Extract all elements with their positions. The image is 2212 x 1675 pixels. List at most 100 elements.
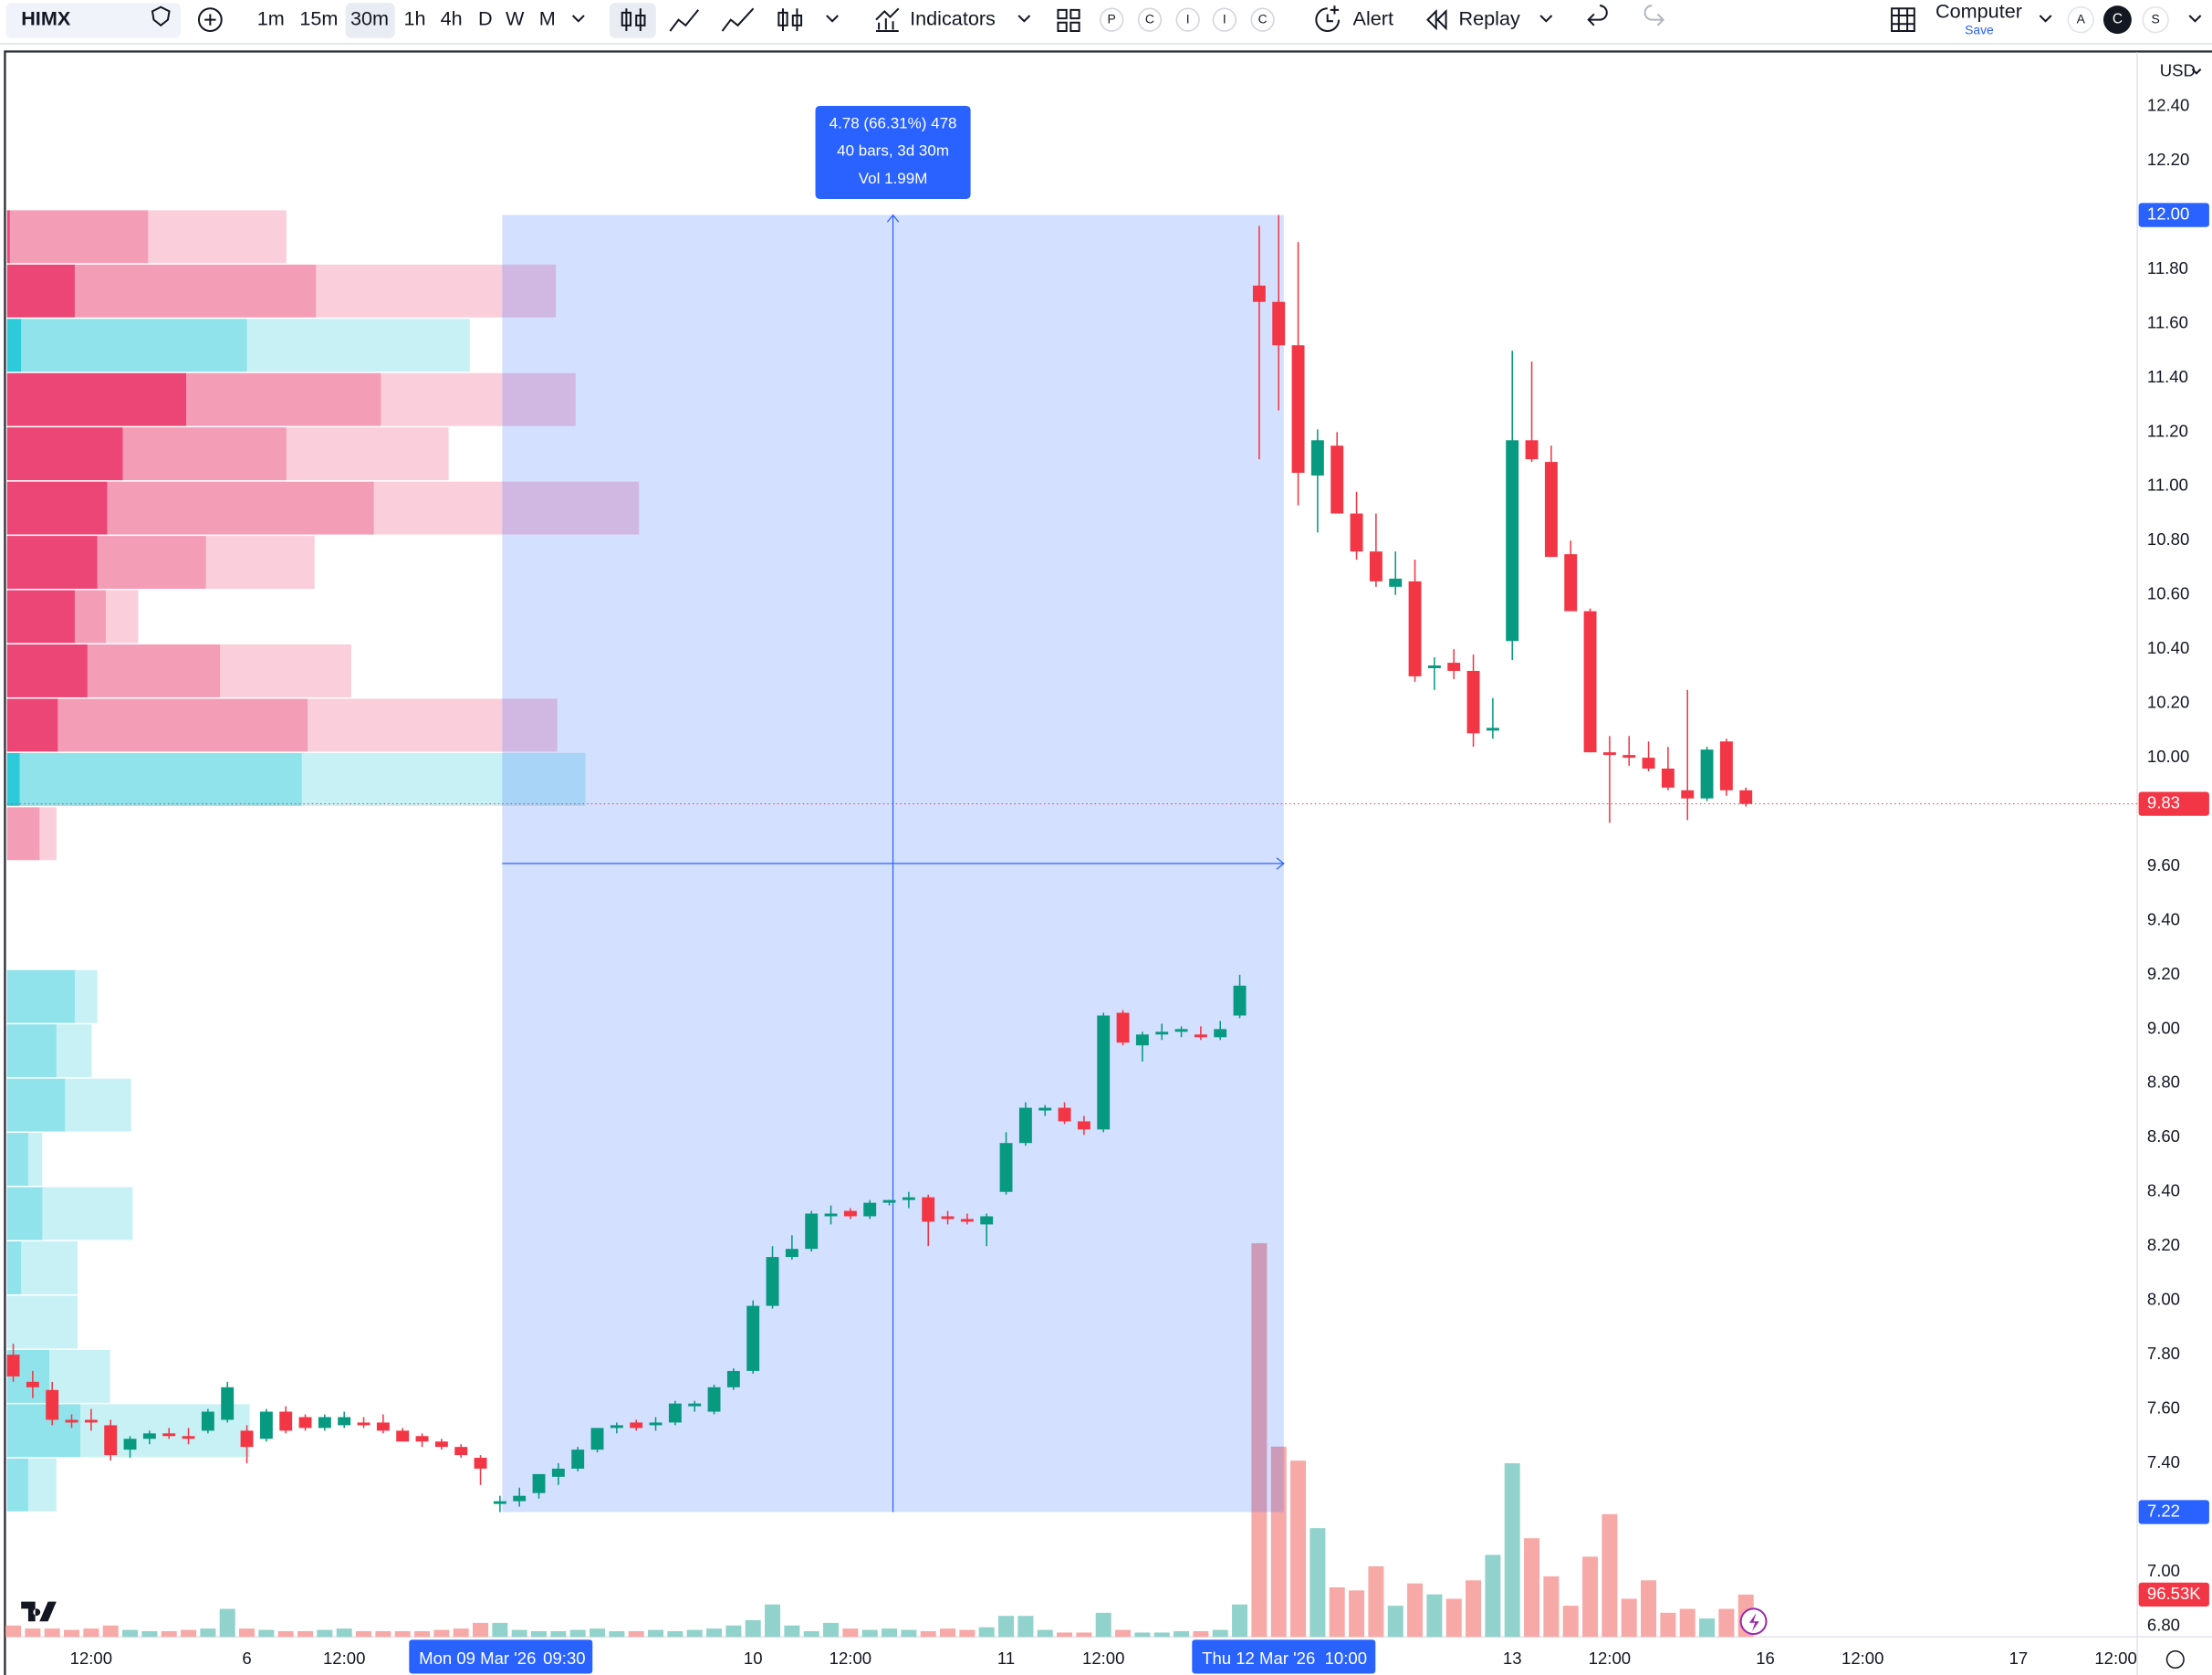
account-menu[interactable]: [2188, 15, 2202, 23]
layout-icon[interactable]: [1891, 7, 1915, 33]
bars-icon[interactable]: [777, 8, 803, 32]
volume-bar: [823, 1622, 840, 1638]
y-tick-label: 10.00: [2147, 747, 2189, 766]
alert-button[interactable]: Alert: [1353, 6, 1393, 29]
volume-bar: [901, 1629, 917, 1638]
x-tick-label: 11: [997, 1649, 1015, 1668]
volume-bar: [725, 1625, 742, 1638]
interval[interactable]: 1h: [403, 6, 425, 29]
volume-profile-bar: [74, 264, 317, 318]
candles-icon[interactable]: [621, 8, 646, 32]
replay-icon[interactable]: [1426, 8, 1447, 31]
settings-button[interactable]: [2165, 1649, 2185, 1670]
indicators-menu[interactable]: [1017, 15, 1031, 23]
interval[interactable]: 1m: [257, 6, 285, 29]
x-tick-label: 12:00: [830, 1649, 871, 1668]
interval-menu[interactable]: [571, 15, 585, 23]
interval[interactable]: D: [478, 6, 493, 29]
candle-body: [1583, 611, 1597, 753]
volume-profile-bar: [6, 1241, 22, 1294]
template-circle[interactable]: [1212, 7, 1236, 32]
volume-bar: [219, 1608, 235, 1638]
symbol[interactable]: HIMX: [21, 6, 71, 29]
volume-bar: [978, 1627, 995, 1638]
candle-body: [571, 1450, 585, 1469]
x-tick-label: 12:00: [1589, 1649, 1631, 1668]
candle-body: [434, 1441, 448, 1448]
volume-label-bg: [2138, 1582, 2209, 1607]
candle-body: [162, 1433, 176, 1437]
volume-bar: [317, 1629, 333, 1638]
currency[interactable]: USD: [2160, 61, 2196, 80]
candle-body: [610, 1425, 623, 1429]
time-highlight-date: Mon 09 Mar '26: [419, 1649, 536, 1668]
replay-menu[interactable]: [1539, 15, 1553, 23]
volume-bar: [1426, 1594, 1443, 1638]
y-tick-label: 8.00: [2147, 1290, 2180, 1309]
account-circle[interactable]: [2142, 5, 2169, 34]
measure-arrow: [886, 214, 900, 223]
candle-body: [1622, 755, 1636, 759]
candle-body: [707, 1387, 721, 1412]
add-symbol-plus: [204, 14, 216, 26]
candle-body: [123, 1439, 137, 1450]
template-circle[interactable]: [1175, 7, 1200, 32]
account-circle[interactable]: [2067, 5, 2094, 34]
y-tick-label: 8.80: [2147, 1073, 2180, 1092]
candle-body: [590, 1428, 604, 1450]
layout-name[interactable]: Computer: [1936, 0, 2022, 23]
symbol-box[interactable]: [5, 3, 181, 38]
volume-bar: [1679, 1608, 1696, 1638]
layout-menu[interactable]: [2039, 15, 2052, 23]
y-tick-label: 11.60: [2147, 312, 2188, 331]
interval[interactable]: 30m: [350, 6, 389, 29]
volume-profile-bar: [122, 427, 287, 481]
alert-icon[interactable]: [1315, 5, 1341, 32]
volume-profile-bar: [286, 427, 449, 481]
add-symbol[interactable]: [197, 7, 223, 33]
candle-body: [1291, 345, 1305, 473]
candle-body: [279, 1411, 293, 1431]
layouts-icon[interactable]: [1057, 8, 1080, 33]
undo[interactable]: [1587, 5, 1608, 26]
volume-bar: [1368, 1565, 1384, 1638]
candle-body: [1214, 1029, 1227, 1038]
candle-body: [1058, 1107, 1071, 1122]
line-icon[interactable]: [669, 9, 700, 32]
y-tick-label: 9.60: [2147, 855, 2180, 874]
last-price-label-bg: [2138, 791, 2209, 816]
volume-bar: [1543, 1576, 1560, 1638]
interval[interactable]: M: [539, 6, 556, 29]
volume-profile-bar: [57, 698, 308, 752]
interval[interactable]: W: [506, 6, 525, 29]
area-icon[interactable]: [721, 7, 755, 32]
indicators-icon[interactable]: [875, 7, 900, 33]
volume-bar: [1349, 1590, 1365, 1638]
template-circle[interactable]: [1137, 7, 1163, 32]
x-tick-label: 10: [744, 1649, 763, 1668]
candle-body: [474, 1458, 487, 1469]
interval[interactable]: 15m: [299, 6, 338, 29]
replay-button[interactable]: Replay: [1458, 6, 1520, 29]
y-tick-label: 11.40: [2147, 367, 2188, 386]
indicators-button[interactable]: Indicators: [910, 6, 996, 29]
account-circle-active[interactable]: [2102, 5, 2132, 35]
redo[interactable]: [1643, 5, 1665, 26]
candle-body: [182, 1436, 195, 1439]
template-circle[interactable]: [1100, 7, 1124, 32]
volume-bar: [1524, 1538, 1540, 1638]
template-circle[interactable]: [1250, 7, 1275, 32]
candle-body: [357, 1422, 370, 1426]
candle-body: [922, 1197, 935, 1222]
y-tick-label: 7.00: [2147, 1561, 2180, 1580]
symbol-icon[interactable]: [151, 5, 171, 27]
volume-profile-bar: [6, 1295, 78, 1349]
chart-type-menu[interactable]: [826, 15, 839, 23]
y-tick-label: 9.00: [2147, 1018, 2180, 1037]
currency-menu[interactable]: [2191, 68, 2202, 75]
volume-profile-bar: [6, 319, 22, 372]
volume-bar: [1582, 1556, 1599, 1638]
interval[interactable]: 4h: [441, 6, 463, 29]
volume-profile-bar: [6, 1187, 43, 1241]
time-highlight-bg: [1192, 1639, 1376, 1674]
